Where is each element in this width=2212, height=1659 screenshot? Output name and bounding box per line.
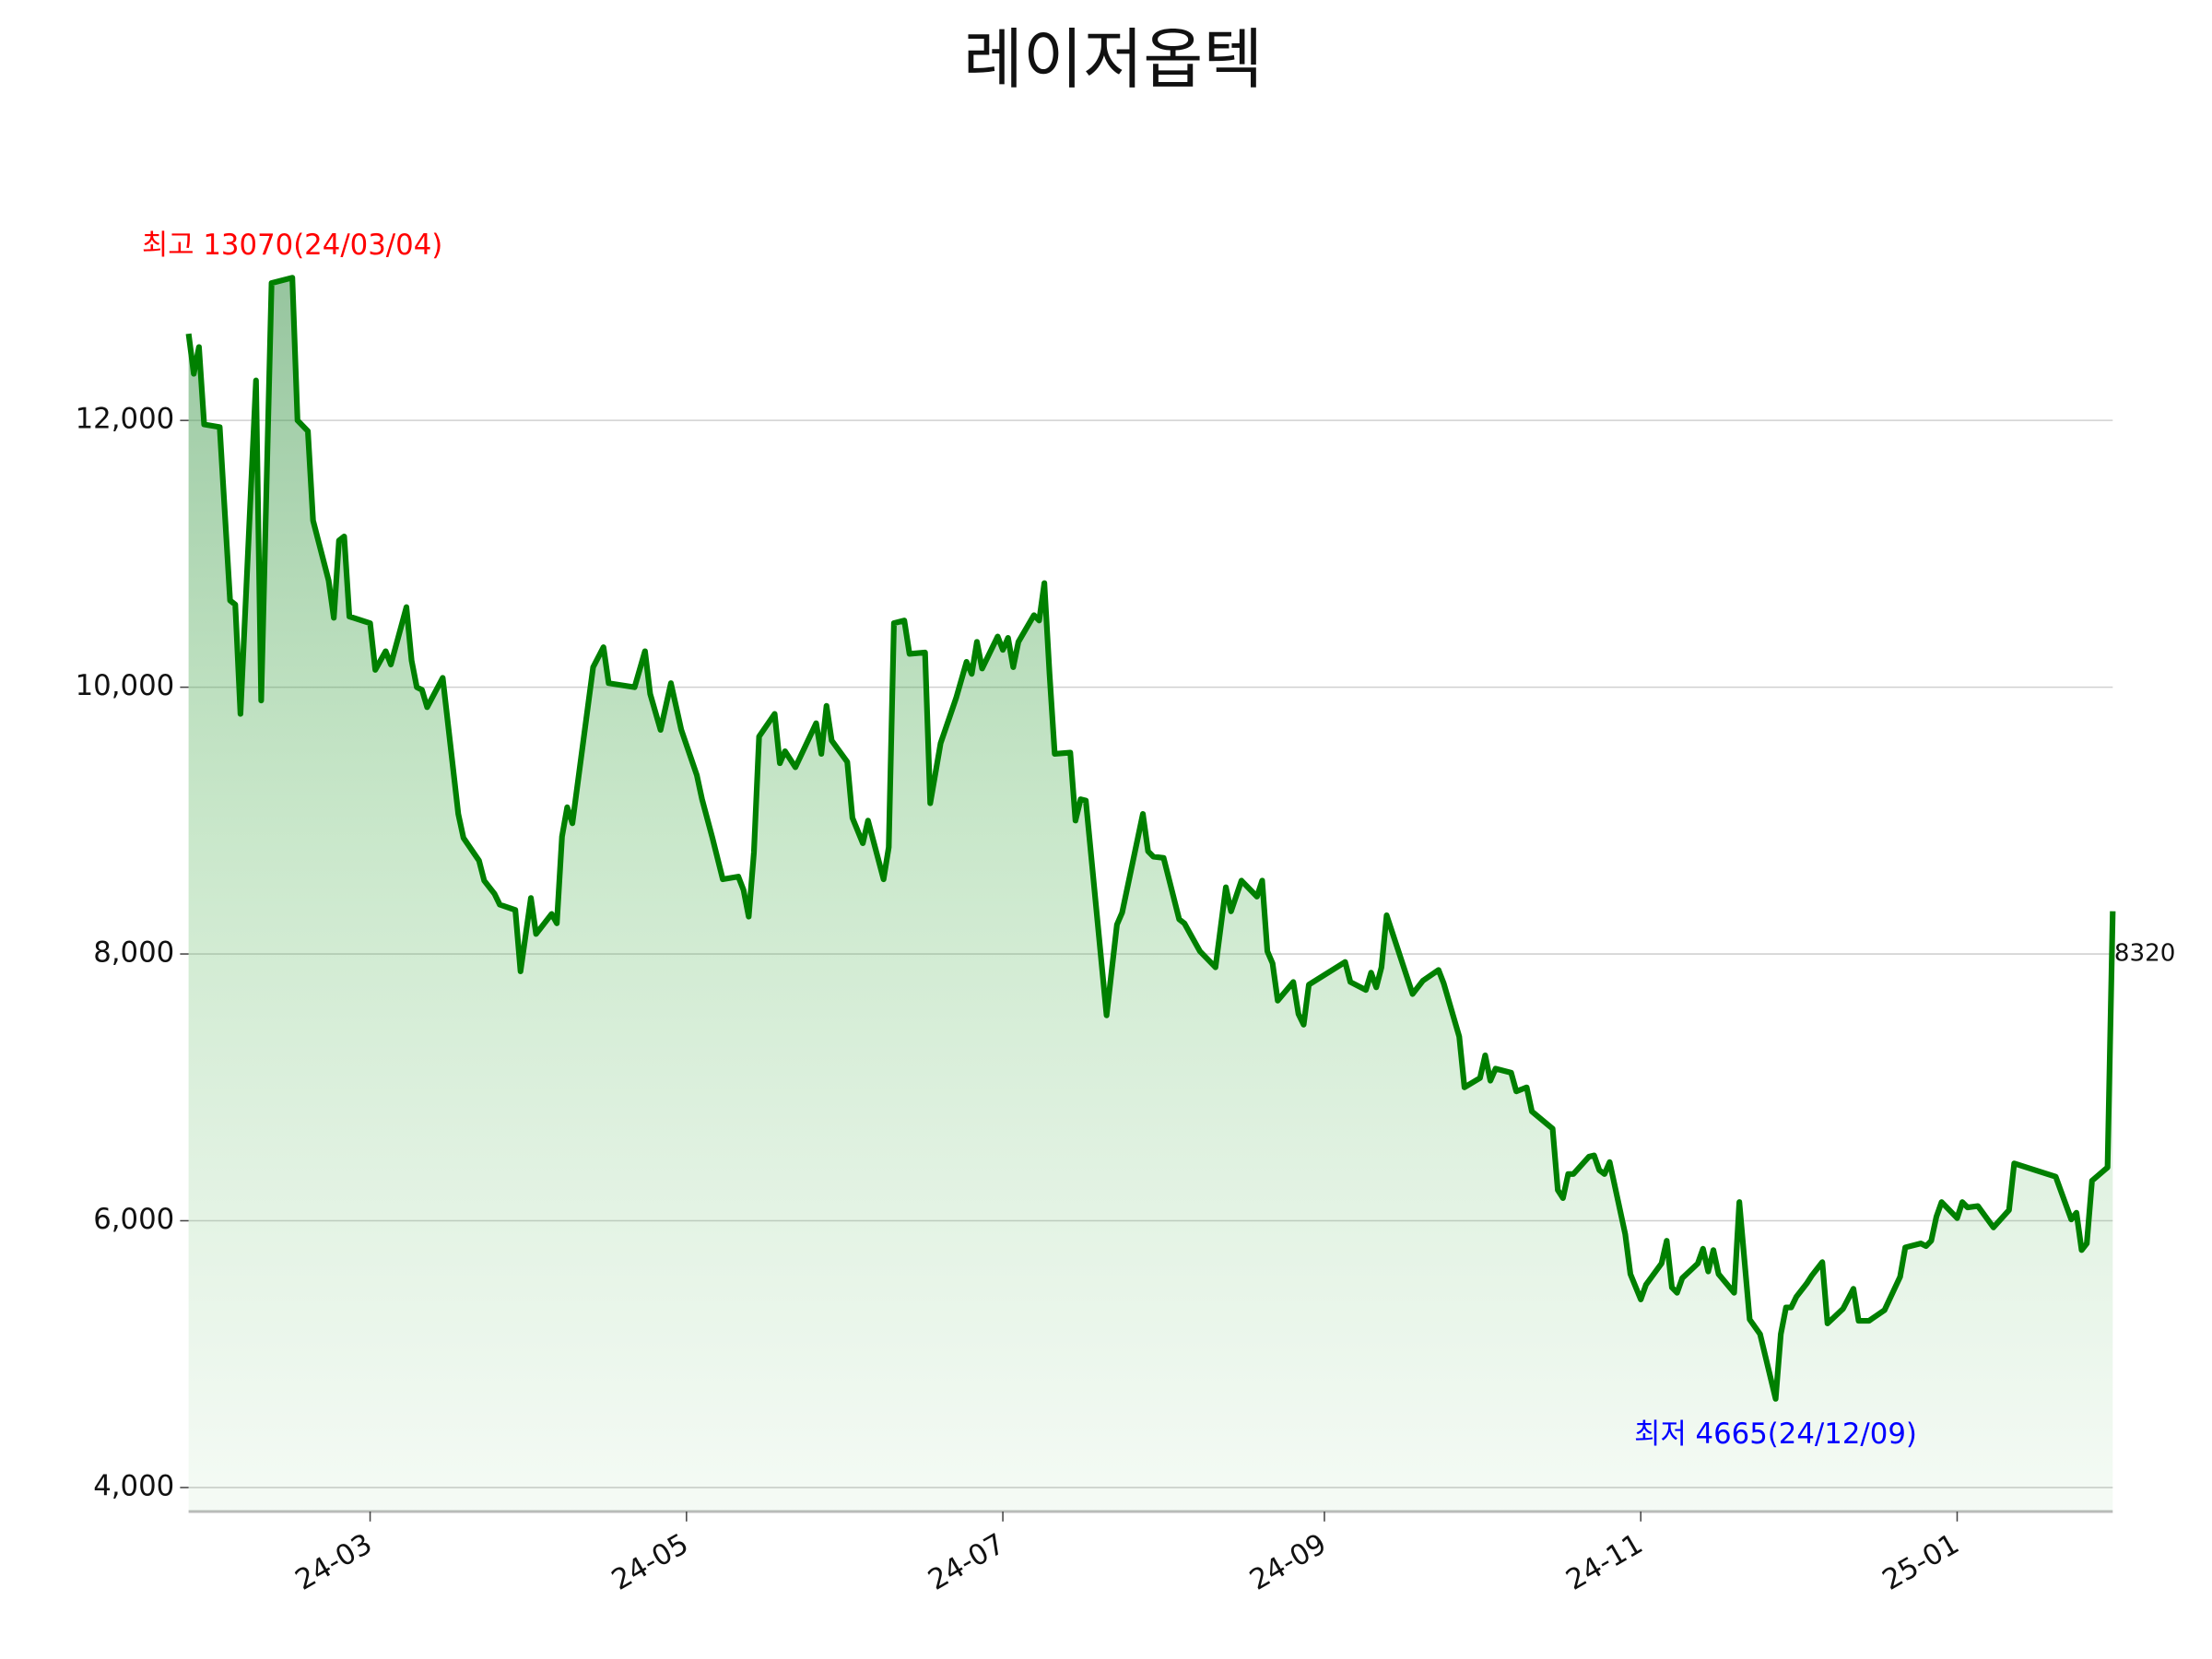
last-value-label: 8320 <box>2114 939 2176 967</box>
y-tick-label: 8,000 <box>93 936 174 970</box>
y-tick-label: 4,000 <box>93 1469 174 1502</box>
x-tick-label: 24-05 <box>606 1527 694 1597</box>
x-tick-label: 25-01 <box>1877 1527 1964 1597</box>
x-tick-label: 24-11 <box>1560 1527 1648 1597</box>
x-tick-label: 24-09 <box>1244 1527 1332 1597</box>
y-tick-label: 6,000 <box>93 1203 174 1236</box>
line <box>185 275 2116 1402</box>
y-tick-label: 12,000 <box>76 403 175 436</box>
area <box>188 277 2113 1512</box>
x-tick-label: 24-07 <box>923 1527 1010 1597</box>
annotation: 최고 13070(24/03/04) <box>142 229 442 262</box>
chart-title: 레이저옵텍 <box>963 21 1263 98</box>
y-tick-label: 10,000 <box>76 669 175 702</box>
x-tick-label: 24-03 <box>289 1527 377 1597</box>
annotation: 최저 4665(24/12/09) <box>1634 1418 1917 1451</box>
